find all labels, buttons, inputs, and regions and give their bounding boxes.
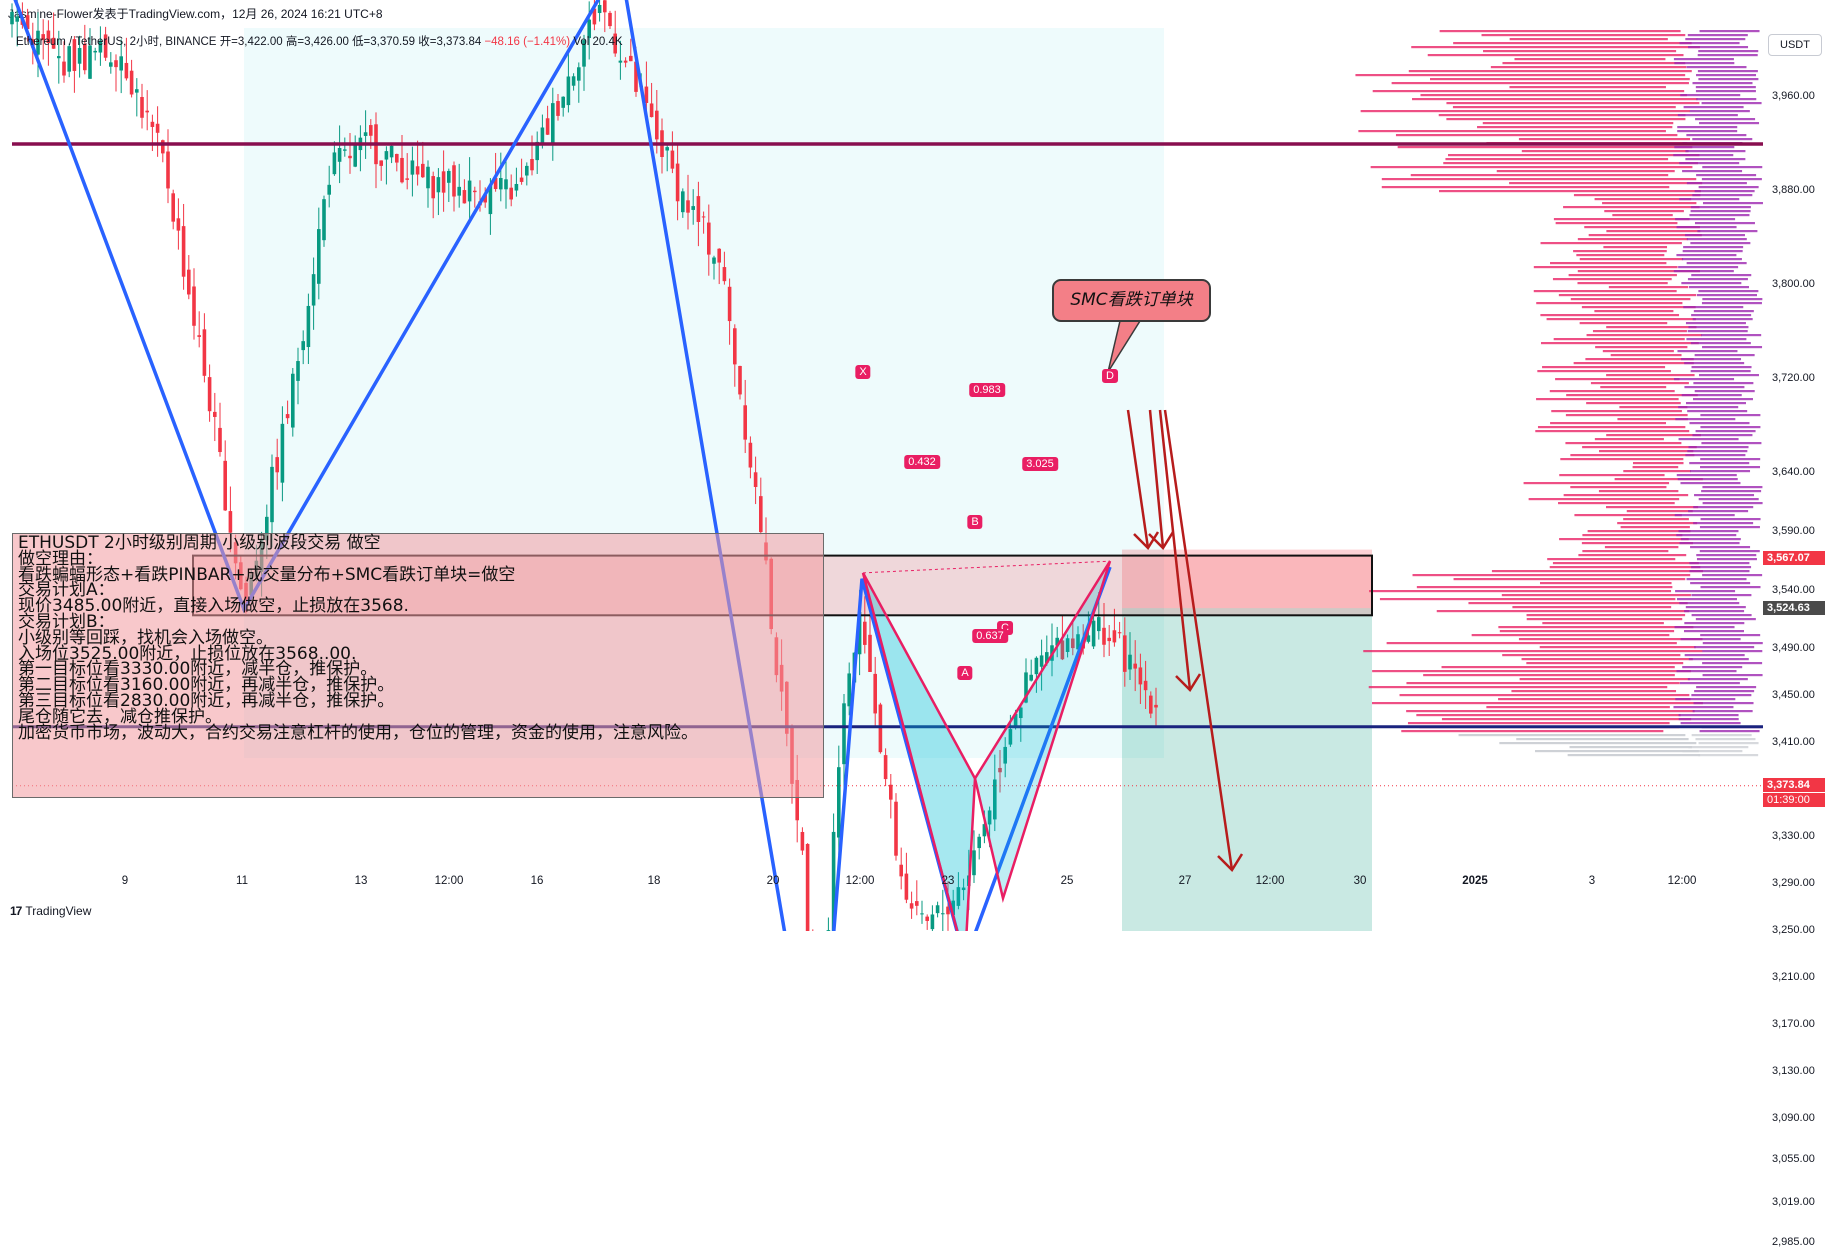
price-tick-label: 3,490.00 [1772, 642, 1815, 655]
price-tick-label: 3,210.00 [1772, 971, 1815, 984]
target-arrow-head-2 [1175, 673, 1202, 692]
trade-plan-note[interactable]: ETHUSDT 2小时级别周期 小级别波段交易 做空 做空理由： 看跌蝙蝠形态+看跌… [12, 533, 824, 798]
wave-line [13, 0, 787, 931]
price-tick-label: 3,640.00 [1772, 466, 1815, 478]
note-line: 做空理由： [18, 548, 103, 569]
symbol-name: Ethereum / TetherUS, 2小时, BINANCE [16, 36, 217, 48]
time-tick-label: 23 [941, 875, 955, 887]
time-tick-label: 2025 [1462, 875, 1488, 887]
note-line: 现价3485.00附近，直接入场做空，止损放在3568. [18, 596, 409, 617]
note-line: 第一目标位看3330.00附近，减半仓，推保护。 [18, 659, 378, 680]
tradingview-logo-icon: 17 [10, 904, 22, 918]
stop-loss-zone [1122, 549, 1372, 609]
time-tick-label: 11 [236, 875, 248, 887]
time-tick-label: 18 [647, 875, 661, 887]
take-profit-zone [1122, 608, 1372, 931]
price-tick-label: 3,019.00 [1772, 1195, 1815, 1208]
note-line: 看跌蝙蝠形态+看跌PINBAR+成交量分布+SMC看跌订单块=做空 [18, 564, 516, 585]
bar-countdown: 01:39:00 [1763, 792, 1825, 807]
note-line: 尾仓随它去，减仓推保护。 [18, 706, 222, 727]
time-tick-label: 30 [1353, 875, 1367, 887]
target-arrow-0 [1126, 409, 1150, 549]
price-tick-label: 3,590.00 [1772, 524, 1815, 537]
time-tick-label: 12:00 [1667, 875, 1697, 887]
publisher-bar: Jasmine-Flower发表于TradingView.com，12月 26,… [0, 0, 1835, 28]
time-tick-label: 16 [530, 875, 544, 887]
volume-value: Vol 20.4K [573, 36, 623, 48]
price-tag: 3,524.63 [1763, 600, 1825, 615]
pattern-triangle-xab [861, 572, 977, 931]
time-tick-label: 27 [1178, 875, 1192, 887]
symbol-legend: Ethereum / TetherUS, 2小时, BINANCE 开=3,42… [16, 33, 623, 49]
low-value: 低=3,370.59 [352, 36, 416, 48]
volume-profile [1355, 30, 1763, 757]
pattern-point-b[interactable]: B [967, 515, 983, 529]
pattern-point-d[interactable]: D [1102, 369, 1118, 383]
close-value: 收=3,373.84 [418, 36, 482, 48]
price-tick-label: 3,410.00 [1772, 736, 1815, 749]
price-tick-label: 3,720.00 [1772, 372, 1815, 384]
publisher-line: Jasmine-Flower发表于TradingView.com，12月 26,… [8, 7, 383, 21]
pattern-ratio-label: 0.432 [904, 455, 940, 469]
pattern-xd-line [862, 560, 1111, 574]
time-tick-label: 9 [121, 875, 129, 887]
pattern-triangle-bcd [973, 560, 1112, 904]
price-tick-label: 3,450.00 [1772, 689, 1815, 702]
order-block-callout[interactable]: SMC看跌订单块 [1052, 279, 1211, 322]
brand-name: TradingView [25, 904, 92, 918]
pattern-ratio-label: 0.637 [972, 629, 1008, 643]
price-tick-label: 3,170.00 [1772, 1018, 1815, 1031]
note-line: ETHUSDT 2小时级别周期 小级别波段交易 做空 [18, 533, 381, 553]
time-tick-label: 13 [354, 875, 368, 887]
note-line: 交易计划A： [18, 580, 115, 601]
target-arrow-2 [1158, 409, 1192, 691]
time-tick-label: 25 [1060, 875, 1074, 887]
note-line: 小级别等回踩，找机会入场做空。 [18, 627, 273, 648]
pattern-ratio-label: 3.025 [1022, 457, 1058, 471]
target-arrow-3 [1163, 409, 1234, 871]
target-arrow-1 [1148, 409, 1165, 549]
high-value: 高=3,426.00 [285, 36, 349, 48]
time-tick-label: 12:00 [1255, 875, 1285, 887]
time-tick-label: 12:00 [434, 875, 464, 887]
price-tag: 3,373.84 [1763, 777, 1825, 792]
price-tick-label: 3,330.00 [1772, 830, 1815, 843]
price-axis[interactable]: 3,960.00 3,880.00 3,800.00 3,720.00 3,640.00… [1763, 28, 1835, 1248]
note-line: 加密货币市场，波动大，合约交易注意杠杆的使用，仓位的管理，资金的使用，注意风险。 [18, 722, 698, 743]
note-line: 入场位3525.00附近，止损位放在3568..00. [18, 643, 357, 664]
price-tick-label: 3,250.00 [1772, 924, 1815, 937]
note-line: 交易计划B： [18, 611, 115, 632]
price-tick-label: 3,960.00 [1772, 90, 1815, 102]
pattern-point-a[interactable]: A [957, 666, 973, 680]
price-tick-label: 3,880.00 [1772, 184, 1815, 196]
price-tick-label: 3,540.00 [1772, 583, 1815, 596]
price-tag: 3,567.07 [1763, 550, 1825, 565]
price-tick-label: 2,985.00 [1772, 1235, 1815, 1248]
open-value: 开=3,422.00 [219, 36, 283, 48]
target-arrow-head-0 [1133, 531, 1160, 550]
time-tick-label: 20 [766, 875, 780, 887]
target-arrow-head-3 [1217, 853, 1244, 872]
price-tick-label: 3,290.00 [1772, 877, 1815, 890]
time-tick-label: 12:00 [845, 875, 875, 887]
note-line: 第二目标位看3160.00附近，再减半仓，推保护。 [18, 675, 395, 696]
currency-button[interactable]: USDT [1768, 34, 1822, 56]
price-tick-label: 3,130.00 [1772, 1065, 1815, 1078]
pattern-ratio-label: 0.983 [969, 383, 1005, 397]
note-line: 第三目标位看2830.00附近，再减半仓，推保护。 [18, 690, 395, 711]
pattern-point-x[interactable]: X [855, 365, 871, 379]
change-value: −48.16 (−1.41%) [484, 36, 571, 48]
time-tick-label: 3 [1588, 875, 1596, 887]
time-axis[interactable]: 9 11 13 12:00 16 18 20 12:00 23 25 27 12:00 30 2025 3 1… [0, 872, 1763, 894]
price-tick-label: 3,800.00 [1772, 278, 1815, 290]
footer: 17 TradingView [10, 904, 91, 918]
price-tick-label: 3,055.00 [1772, 1153, 1815, 1166]
target-arrow-head-1 [1148, 531, 1175, 550]
price-tick-label: 3,090.00 [1772, 1112, 1815, 1125]
